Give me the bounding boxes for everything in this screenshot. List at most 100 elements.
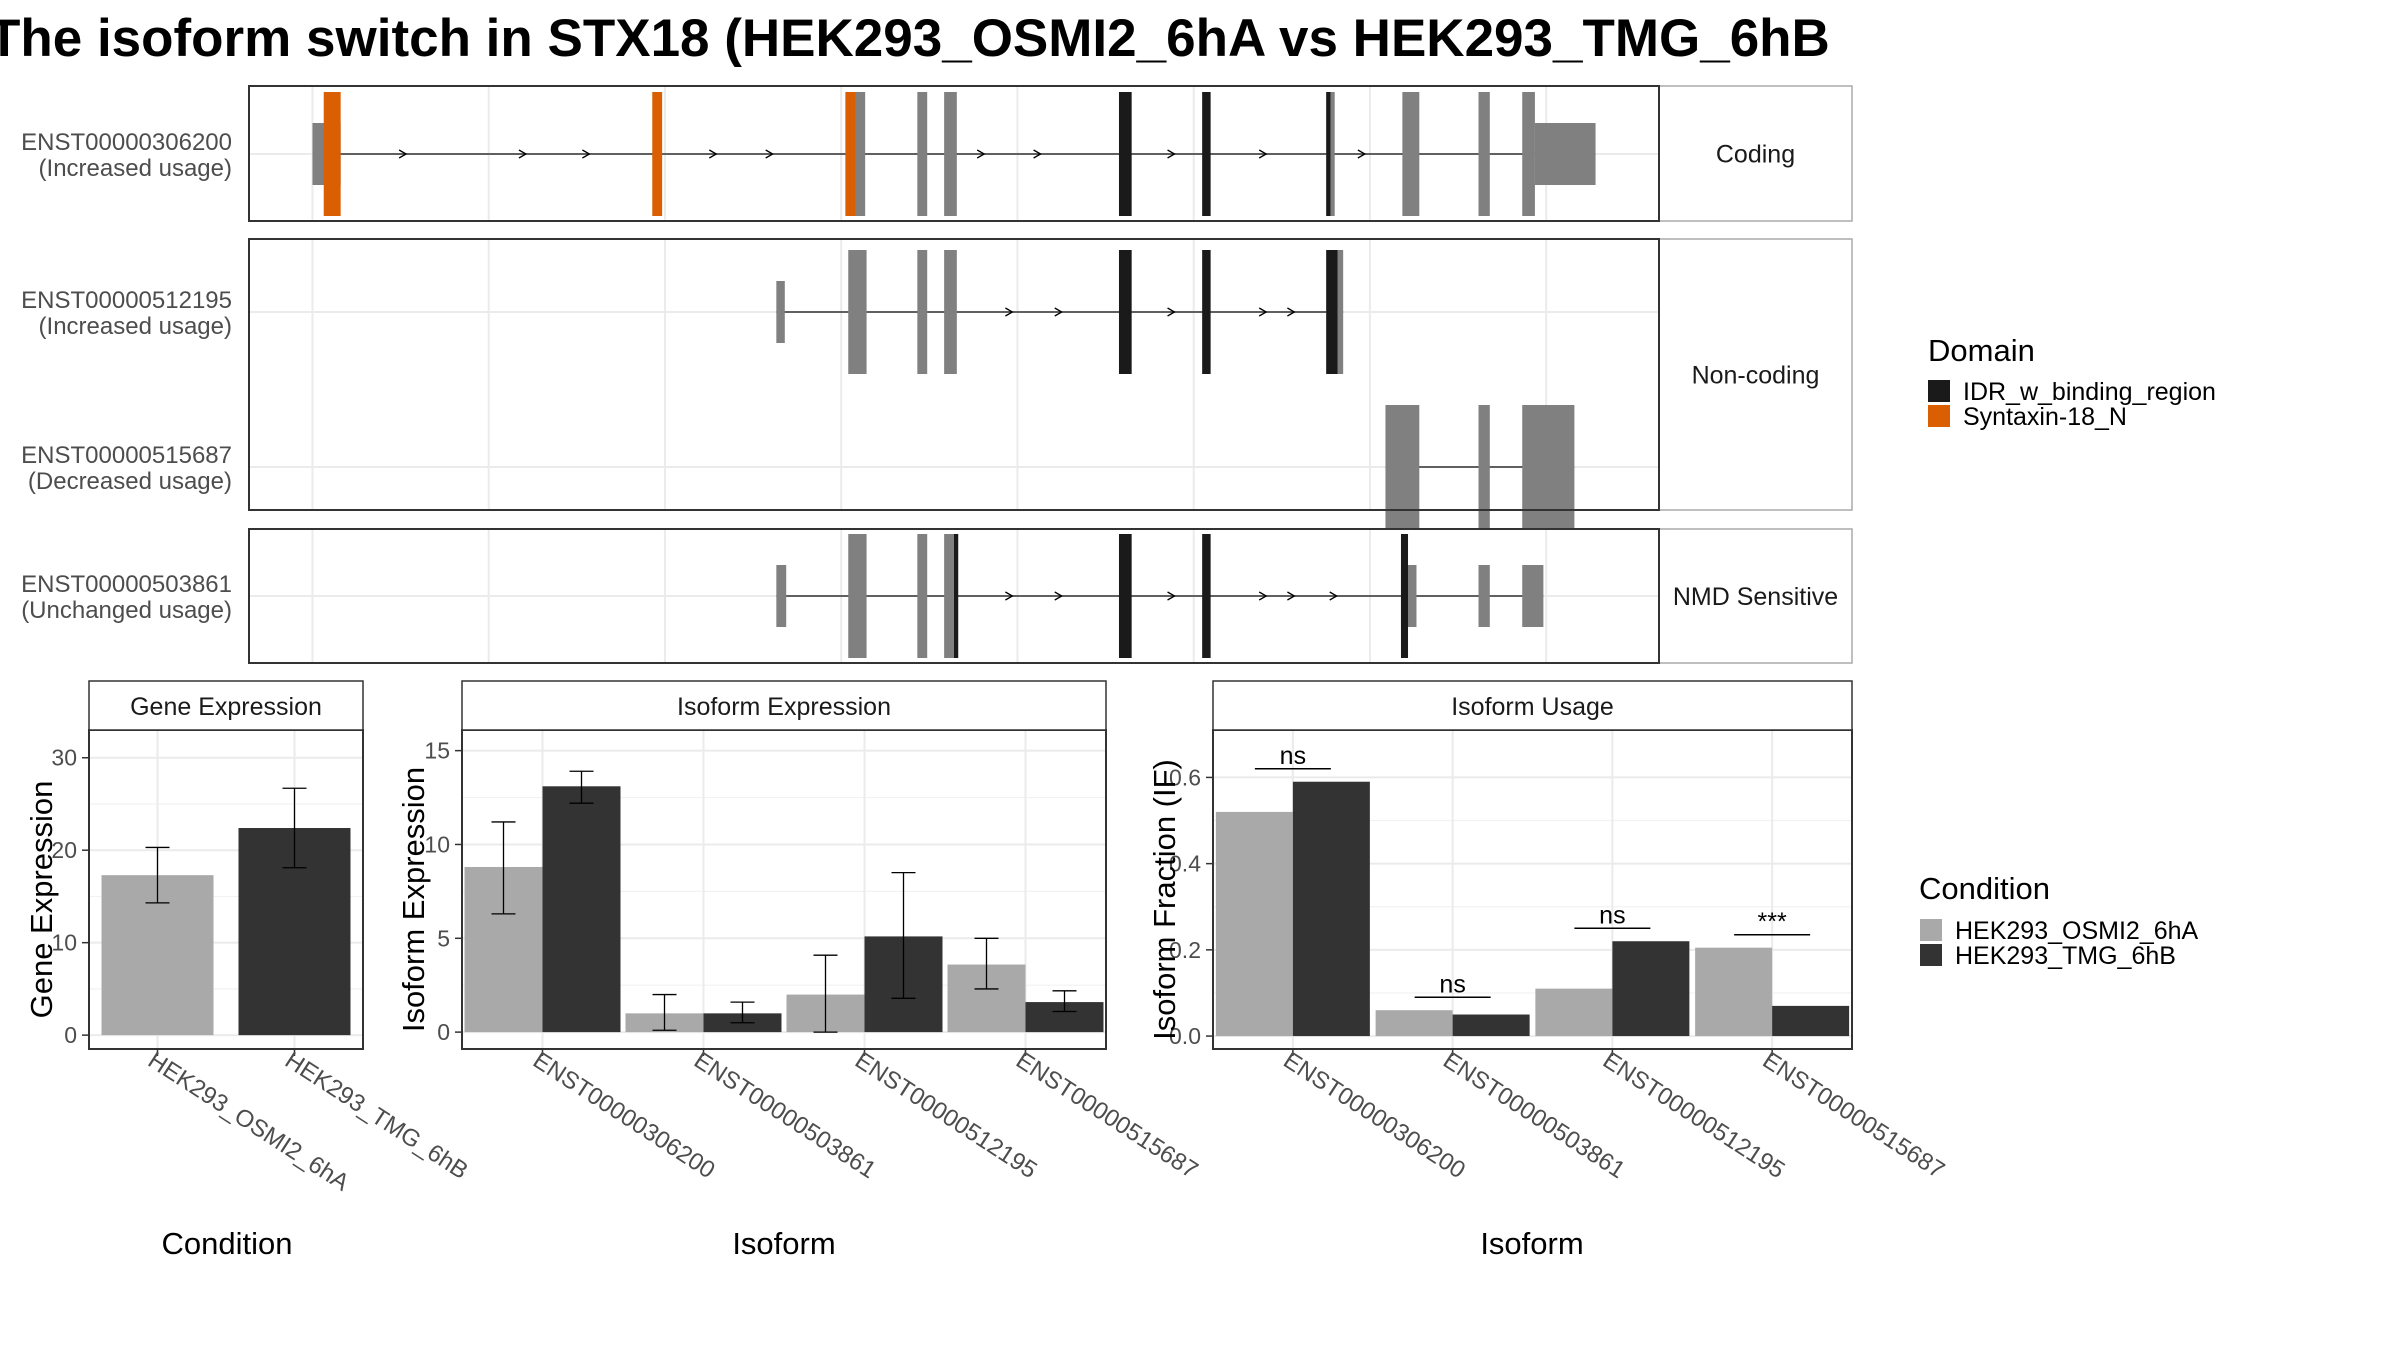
direction-arrow	[1287, 307, 1296, 317]
x-axis-label: Condition	[162, 1226, 293, 1261]
exon-block	[1522, 565, 1544, 627]
figure-title: The isoform switch in STX18 (HEK293_OSMI…	[0, 9, 1830, 68]
y-tick-label: 10	[51, 930, 77, 956]
idr-domain-block	[954, 534, 959, 658]
direction-arrow	[1033, 149, 1042, 159]
transcript-id-label: ENST00000306200	[21, 129, 232, 156]
y-tick-label: 20	[51, 837, 77, 863]
condition-legend-label: HEK293_TMG_6hB	[1955, 942, 2176, 970]
y-axis-label: Gene Expression	[24, 781, 59, 1019]
panel-strip-label: Coding	[1716, 141, 1795, 169]
chart-strip	[1212, 680, 1853, 731]
x-axis-label: Isoform	[1480, 1226, 1583, 1261]
idr-domain-block	[1118, 250, 1132, 374]
transcript-panel: Non-coding ENST00000512195(Increased usag…	[21, 238, 1853, 529]
transcript-panel: Coding ENST00000306200(Increased usage)	[21, 85, 1853, 222]
panel-strip-label: Non-coding	[1692, 362, 1820, 390]
panel-border	[248, 528, 1660, 664]
direction-arrow	[582, 149, 591, 159]
direction-arrow	[1258, 591, 1268, 601]
condition-legend-title: Condition	[1919, 871, 2050, 906]
significance-label: ns	[1280, 742, 1306, 770]
bar	[1612, 941, 1690, 1037]
y-tick-label: 0	[64, 1022, 77, 1048]
y-axis-label: Isoform Fraction (IF)	[1147, 759, 1182, 1040]
exon-block	[1402, 92, 1420, 216]
significance-label: ns	[1599, 901, 1625, 929]
direction-arrow	[1054, 591, 1064, 601]
domain-legend-swatch	[1928, 380, 1950, 402]
transcript-id-label: ENST00000512195	[21, 287, 232, 314]
y-tick-label: 10	[424, 831, 450, 857]
transcript-row: ENST00000515687(Decreased usage)	[21, 405, 1575, 529]
panel-strip	[1658, 85, 1853, 222]
direction-arrow	[1054, 307, 1064, 317]
transcript-row: ENST00000512195(Increased usage)	[21, 250, 1344, 374]
exon-block	[917, 534, 928, 658]
exon-block	[848, 250, 867, 374]
direction-arrow	[765, 149, 775, 159]
transcript-panel: NMD Sensitive ENST00000503861(Unchanged u…	[21, 528, 1853, 664]
direction-arrow	[1258, 149, 1268, 159]
condition-legend-swatch	[1920, 944, 1942, 966]
y-tick-label: 0.6	[1169, 764, 1201, 790]
exon-block	[944, 534, 957, 658]
bar	[1452, 1014, 1530, 1037]
idr-domain-block	[1202, 92, 1211, 216]
transcript-row: ENST00000503861(Unchanged usage)	[21, 534, 1544, 658]
direction-arrow	[1167, 149, 1176, 159]
transcript-usage-label: (Decreased usage)	[28, 468, 232, 495]
transcript-row: ENST00000306200(Increased usage)	[21, 92, 1596, 216]
exon-block	[848, 534, 867, 658]
exon-block	[1478, 405, 1490, 529]
direction-arrow	[1258, 307, 1268, 317]
exon-block	[1522, 405, 1575, 529]
panel-border	[248, 85, 1660, 222]
exon-block	[776, 565, 787, 627]
exon-block	[1534, 123, 1596, 185]
panel-strip	[1658, 238, 1853, 511]
panel-strip	[1658, 528, 1853, 664]
y-tick-label: 0.0	[1169, 1023, 1201, 1049]
chart-strip	[88, 680, 364, 731]
direction-arrow	[708, 149, 718, 159]
chart-strip	[461, 680, 1107, 731]
exon-block	[917, 92, 928, 216]
significance-label: ns	[1439, 970, 1465, 998]
idr-domain-block	[1326, 250, 1338, 374]
bar	[1772, 1005, 1850, 1037]
transcript-id-label: ENST00000503861	[21, 571, 232, 598]
direction-arrow	[1329, 591, 1339, 601]
idr-domain-block	[1400, 534, 1409, 658]
exon-block	[917, 250, 928, 374]
exon-block	[1478, 92, 1490, 216]
direction-arrow	[1167, 307, 1176, 317]
direction-arrow	[398, 149, 408, 159]
direction-arrow	[1287, 591, 1296, 601]
domain-legend-swatch	[1928, 405, 1950, 427]
exon-block	[1522, 92, 1535, 216]
bar	[1292, 781, 1370, 1037]
bar	[1215, 811, 1293, 1037]
chart-title: Isoform Usage	[1451, 693, 1614, 721]
y-tick-label: 0	[437, 1019, 450, 1045]
panel-border	[248, 238, 1660, 511]
idr-domain-block	[1118, 92, 1132, 216]
direction-arrow	[518, 149, 528, 159]
y-tick-label: 0.2	[1169, 937, 1201, 963]
direction-arrow	[976, 149, 986, 159]
transcript-usage-label: (Increased usage)	[39, 313, 232, 340]
syntaxin-domain-block	[652, 92, 663, 216]
syntaxin-domain-block	[323, 92, 341, 216]
y-tick-label: 15	[424, 738, 450, 764]
condition-legend-label: HEK293_OSMI2_6hA	[1955, 917, 2199, 945]
domain-legend-title: Domain	[1928, 333, 2035, 368]
syntaxin-domain-block	[845, 92, 856, 216]
transcript-usage-label: (Unchanged usage)	[21, 597, 232, 624]
